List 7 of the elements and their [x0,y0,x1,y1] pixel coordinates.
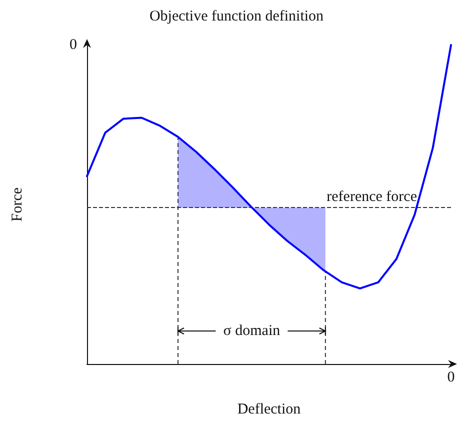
annotation: σ domain [223,323,281,339]
x-axis-title: Deflection [237,402,302,418]
text: 0 [70,37,77,53]
chart-title: Objective function definition [149,8,324,24]
text: 0 [447,370,455,386]
ref-line-label: reference force [326,189,418,206]
y-axis-title: Force [10,187,26,222]
